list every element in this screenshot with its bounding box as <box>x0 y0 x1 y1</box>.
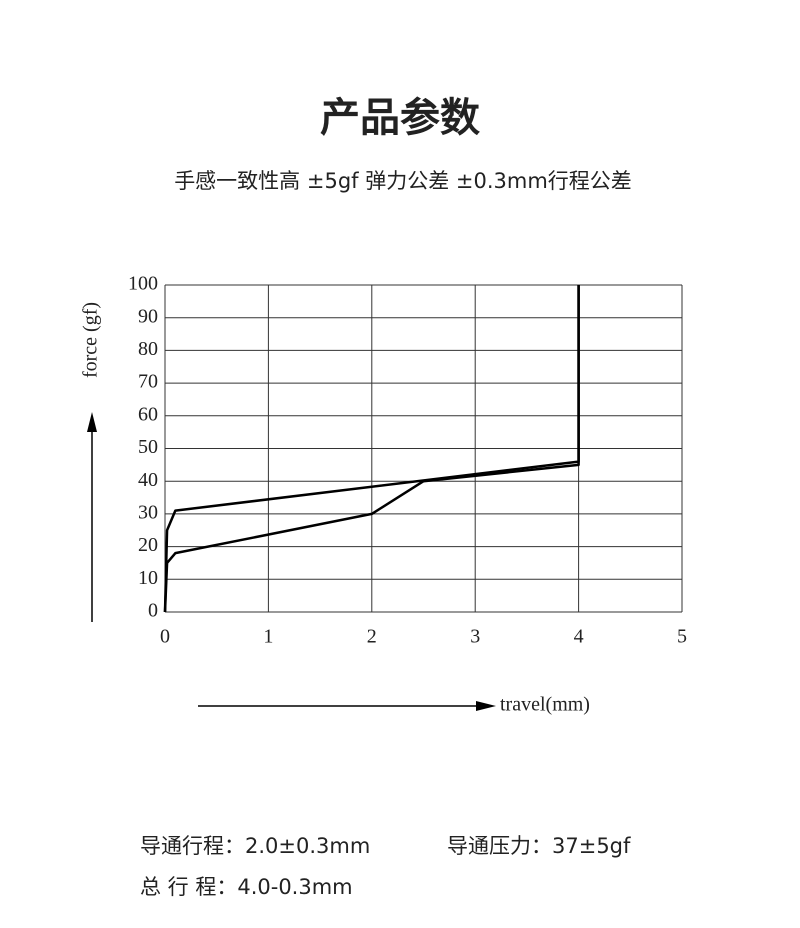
y-tick-label: 50 <box>138 436 158 458</box>
y-tick-label: 10 <box>138 567 158 589</box>
y-tick-label: 20 <box>138 534 158 556</box>
y-tick-label: 60 <box>138 403 158 425</box>
y-tick-label: 0 <box>148 600 158 622</box>
x-tick-label: 5 <box>677 626 687 648</box>
x-tick-label: 4 <box>574 626 584 648</box>
x-tick-label: 3 <box>470 626 480 648</box>
y-tick-label: 80 <box>138 338 158 360</box>
y-tick-label: 40 <box>138 469 158 491</box>
y-arrow-head <box>87 412 97 432</box>
curve <box>163 285 580 613</box>
y-tick-label: 90 <box>138 305 158 327</box>
spec: 总 行 程：4.0-0.3mm <box>140 875 353 899</box>
spec: 导通压力：37±5gf <box>447 834 631 858</box>
y-tick-label: 70 <box>138 371 158 393</box>
y-tick-label: 100 <box>128 273 158 295</box>
x-tick-label: 0 <box>160 626 170 648</box>
subtitle: 手感一致性高 ±5gf 弹力公差 ±0.3mm行程公差 <box>174 169 632 193</box>
spec: 导通行程：2.0±0.3mm <box>140 834 370 858</box>
x-tick-label: 1 <box>263 626 273 648</box>
title: 产品参数 <box>320 95 480 141</box>
x-arrow-head <box>476 701 496 711</box>
x-axis-label: travel(mm) <box>500 694 590 716</box>
y-tick-label: 30 <box>138 501 158 523</box>
y-axis-label: force (gf) <box>80 302 102 378</box>
x-tick-label: 2 <box>367 626 377 648</box>
